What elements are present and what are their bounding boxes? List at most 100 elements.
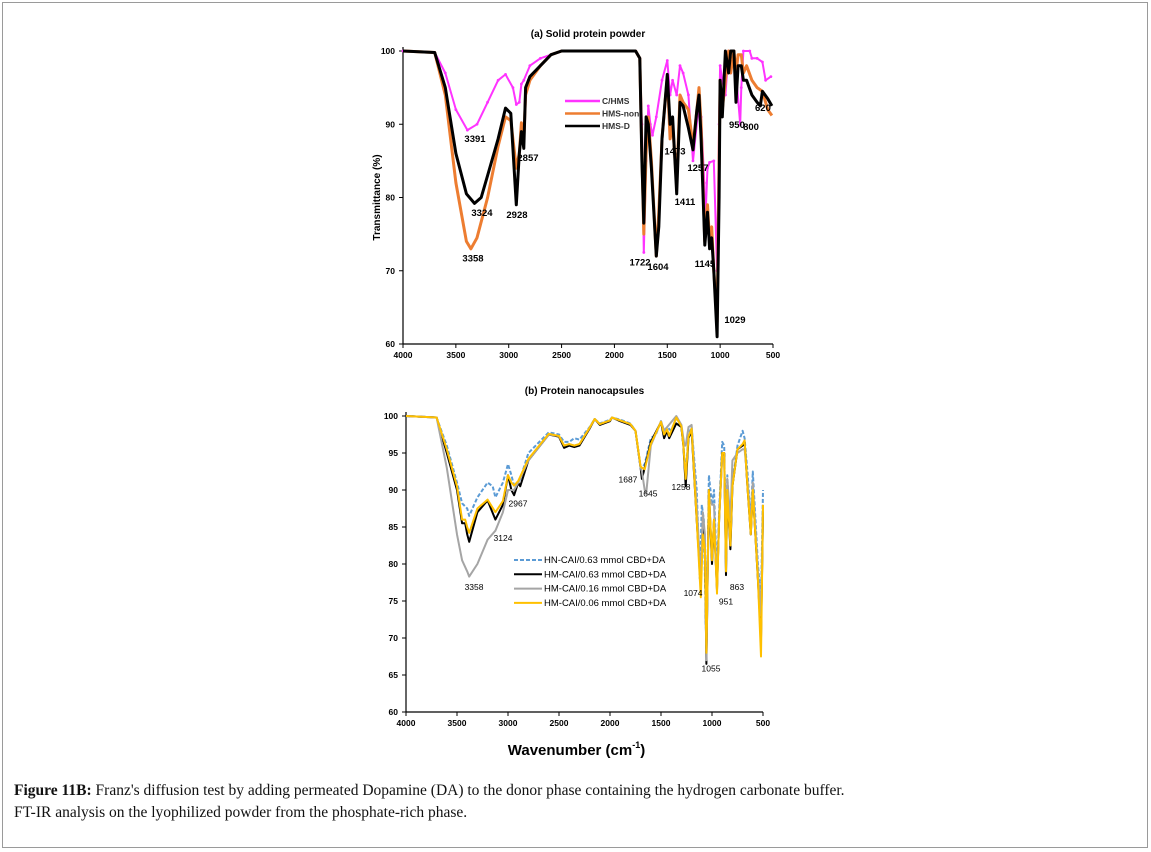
- x-tick-label: 2500: [552, 350, 571, 360]
- peak-label: 800: [743, 122, 759, 133]
- legend-label: HMS-non: [602, 109, 639, 119]
- series-marker: [642, 251, 646, 254]
- series-marker: [675, 93, 679, 97]
- x-tick-label: 1000: [703, 718, 722, 728]
- series-marker: [514, 103, 518, 106]
- series-marker: [769, 75, 773, 79]
- x-axis-label-superscript: -1: [632, 740, 640, 750]
- series-line-hm-cai-0-16-mmol-cbd-da: [405, 415, 764, 662]
- chart-title: (b) Protein nanocapsules: [525, 386, 645, 397]
- series-marker: [764, 78, 767, 82]
- peak-label: 3324: [471, 208, 493, 219]
- series-marker: [539, 56, 542, 60]
- series-line-hm-cai-0-06-mmol-cbd-da: [405, 415, 764, 658]
- series-marker: [522, 78, 526, 82]
- peak-label: 1722: [629, 258, 650, 269]
- peak-label: 1258: [672, 482, 691, 492]
- x-tick-label: 4000: [397, 718, 416, 728]
- peak-label: 2928: [506, 210, 527, 221]
- y-tick-label: 75: [389, 596, 399, 606]
- peak-label: 1055: [702, 663, 721, 673]
- y-tick-label: 100: [381, 46, 395, 56]
- series-marker: [681, 71, 685, 75]
- series-marker: [646, 104, 650, 108]
- x-tick-label: 2000: [605, 350, 624, 360]
- series-marker: [465, 128, 469, 132]
- peak-label: 950: [729, 120, 745, 131]
- series-marker: [708, 160, 711, 164]
- series-marker: [517, 100, 521, 104]
- legend-label: C/HMS: [602, 96, 630, 106]
- peak-label: 3358: [465, 582, 484, 592]
- series-marker: [742, 49, 745, 53]
- figure-caption: Figure 11B: Franz's diffusion test by ad…: [14, 780, 1134, 824]
- y-tick-label: 70: [389, 633, 399, 643]
- x-tick-label: 1000: [711, 350, 730, 360]
- series-marker: [454, 108, 458, 111]
- peak-label: 1257: [687, 163, 708, 174]
- series-marker: [748, 49, 752, 53]
- series-marker: [528, 64, 532, 68]
- x-axis-label-text: Wavenumber (cm: [508, 742, 632, 759]
- x-tick-label: 4000: [394, 350, 413, 360]
- series-marker: [706, 166, 709, 170]
- series-marker: [660, 78, 664, 82]
- legend-label: HN-CAI/0.63 mmol CBD+DA: [544, 555, 666, 566]
- y-tick-label: 70: [386, 266, 396, 276]
- peak-label: 1145: [695, 259, 716, 270]
- x-tick-label: 1500: [658, 350, 677, 360]
- series-marker: [671, 78, 674, 82]
- peak-label: 620: [755, 103, 771, 114]
- peak-label: 1029: [724, 315, 745, 326]
- chart-title: (a) Solid protein powder: [531, 29, 646, 40]
- series-marker: [691, 159, 695, 163]
- peak-label: 3391: [464, 134, 486, 145]
- series-marker: [475, 122, 479, 126]
- x-tick-label: 2000: [601, 718, 620, 728]
- peak-label: 863: [730, 582, 744, 592]
- series-marker: [678, 64, 682, 68]
- caption-line1: Franz's diffusion test by adding permeat…: [91, 782, 845, 799]
- x-tick-label: 3000: [499, 350, 518, 360]
- x-tick-label: 3500: [448, 718, 467, 728]
- peak-label: 1687: [618, 475, 637, 485]
- y-tick-label: 100: [384, 411, 398, 421]
- series-marker: [739, 86, 743, 90]
- x-axis-label: Wavenumber (cm-1): [508, 740, 646, 759]
- legend-label: HM-CAI/0.63 mmol CBD+DA: [544, 569, 667, 580]
- peak-label: 3358: [462, 253, 483, 264]
- series-marker: [496, 78, 500, 82]
- series-marker: [750, 56, 754, 60]
- legend-label: HM-CAI/0.16 mmol CBD+DA: [544, 584, 667, 595]
- y-tick-label: 90: [386, 119, 396, 129]
- peak-label: 2967: [509, 498, 528, 508]
- y-tick-label: 60: [386, 339, 396, 349]
- y-axis-label: Transmittance (%): [372, 154, 383, 240]
- peak-label: 1411: [675, 197, 696, 208]
- series-marker: [738, 122, 742, 126]
- series-marker: [654, 115, 658, 119]
- x-tick-label: 1500: [652, 718, 671, 728]
- caption-label: Figure 11B:: [14, 782, 92, 799]
- peak-label: 1645: [639, 489, 658, 499]
- legend-label: HM-CAI/0.06 mmol CBD+DA: [544, 598, 667, 609]
- x-tick-label: 3500: [446, 350, 465, 360]
- series-marker: [504, 73, 507, 76]
- series-marker: [511, 86, 515, 90]
- y-tick-label: 85: [389, 522, 399, 532]
- peak-label: 951: [719, 597, 733, 607]
- caption-line2: FT-IR analysis on the lyophilized powder…: [14, 804, 468, 821]
- series-marker: [665, 59, 669, 62]
- x-tick-label: 3000: [499, 718, 518, 728]
- chart-protein-nanocapsules: (b) Protein nanocapsules 4000 3500 3000 2500…: [384, 386, 771, 759]
- x-tick-label: 500: [766, 350, 780, 360]
- y-tick-label: 65: [389, 670, 399, 680]
- series-marker: [520, 82, 523, 86]
- series-marker: [761, 60, 764, 64]
- y-tick-label: 95: [389, 448, 399, 458]
- peak-label: 3124: [494, 533, 513, 543]
- y-tick-label: 80: [389, 559, 399, 569]
- peak-label: 1473: [664, 146, 685, 157]
